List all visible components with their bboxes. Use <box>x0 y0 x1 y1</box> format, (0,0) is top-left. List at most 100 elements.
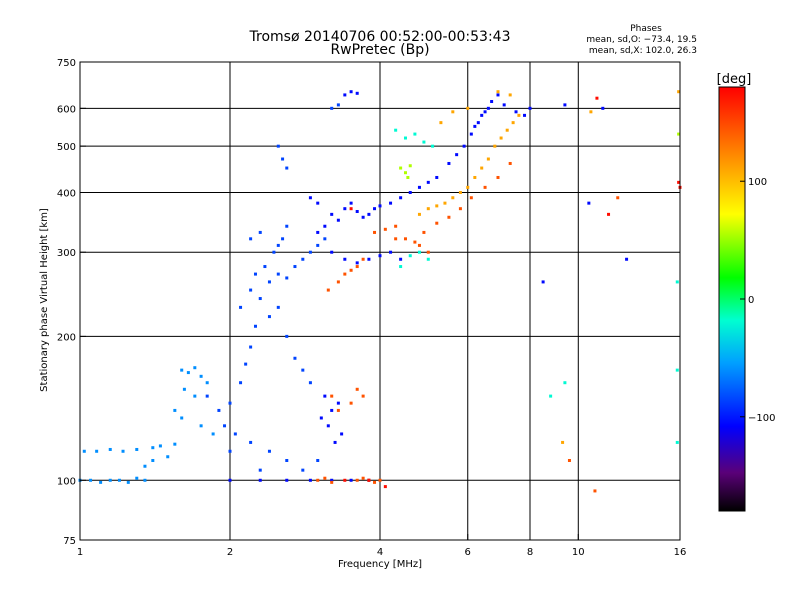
data-point <box>378 254 382 258</box>
data-point <box>502 103 506 107</box>
data-point <box>249 440 253 444</box>
data-point <box>276 144 280 148</box>
data-point <box>253 324 257 328</box>
data-point <box>567 458 571 462</box>
data-point <box>549 394 553 398</box>
data-point <box>394 237 398 241</box>
data-point <box>462 144 466 148</box>
data-point <box>267 280 271 284</box>
data-point <box>435 221 439 225</box>
data-point <box>508 161 512 165</box>
data-point <box>431 144 435 148</box>
data-point <box>361 257 365 261</box>
data-point <box>677 180 681 184</box>
data-point <box>316 478 320 482</box>
data-point <box>480 166 484 170</box>
data-point <box>677 90 681 94</box>
data-point <box>523 113 527 117</box>
data-point <box>336 218 340 222</box>
data-point <box>486 157 490 161</box>
data-point <box>563 381 567 385</box>
data-point <box>323 237 327 241</box>
data-point <box>417 243 421 247</box>
data-point <box>199 374 203 378</box>
data-point <box>355 478 359 482</box>
data-point <box>499 136 503 140</box>
data-point <box>340 432 344 436</box>
data-point <box>493 144 497 148</box>
data-point <box>249 237 253 241</box>
data-point <box>426 180 430 184</box>
data-point <box>186 371 190 375</box>
data-point <box>677 132 681 136</box>
data-point <box>244 362 248 366</box>
data-point <box>263 265 267 269</box>
data-point <box>426 250 430 254</box>
data-point <box>451 196 455 200</box>
data-point <box>330 408 334 412</box>
data-point <box>399 257 403 261</box>
data-point <box>143 464 147 468</box>
data-point <box>403 136 407 140</box>
data-point <box>355 210 359 214</box>
data-point <box>301 257 305 261</box>
data-point <box>413 240 417 244</box>
data-point <box>343 257 347 261</box>
data-point <box>451 110 455 114</box>
x-tick-label: 6 <box>465 547 471 558</box>
data-point <box>349 207 353 211</box>
data-point <box>473 124 477 128</box>
data-point <box>508 93 512 97</box>
data-point <box>349 478 353 482</box>
data-point <box>228 401 232 405</box>
data-point <box>367 478 371 482</box>
y-tick-label: 100 <box>57 476 76 487</box>
y-tick-label: 200 <box>57 332 76 343</box>
y-tick-label: 600 <box>57 104 76 115</box>
data-point <box>336 408 340 412</box>
data-point <box>180 416 184 420</box>
data-point <box>308 196 312 200</box>
data-point <box>349 90 353 94</box>
data-point <box>193 366 197 370</box>
data-point <box>486 106 490 110</box>
data-point <box>483 185 487 189</box>
data-point <box>607 212 611 216</box>
data-point <box>426 207 430 211</box>
chart-subtitle: RwPretec (Bp) <box>330 42 429 58</box>
data-point <box>330 394 334 398</box>
data-point <box>417 212 421 216</box>
data-point <box>239 305 243 309</box>
data-point <box>336 401 340 405</box>
data-point <box>473 175 477 179</box>
data-point <box>394 128 398 132</box>
data-point <box>373 480 377 484</box>
x-axis-ticks: 1 2 4 6 8 10 16 <box>77 534 686 558</box>
data-point <box>417 250 421 254</box>
data-point <box>406 175 410 179</box>
data-point <box>355 387 359 391</box>
data-point <box>285 458 289 462</box>
data-point <box>361 394 365 398</box>
data-point <box>355 261 359 265</box>
data-point <box>349 268 353 272</box>
data-point <box>285 334 289 338</box>
data-point <box>399 166 403 170</box>
phase-stats-o: mean, sd,O: −73.4, 19.5 <box>586 35 697 45</box>
data-point <box>378 478 382 482</box>
data-point <box>267 315 271 319</box>
data-point <box>330 480 334 484</box>
data-point <box>258 478 262 482</box>
data-point <box>403 171 407 175</box>
data-point <box>316 201 320 205</box>
colorbar-tick-label: 100 <box>748 177 767 188</box>
data-point <box>355 265 359 269</box>
data-point <box>378 204 382 208</box>
data-point <box>233 432 237 436</box>
data-point <box>173 442 177 446</box>
data-point <box>293 356 297 360</box>
data-point <box>373 207 377 211</box>
data-point <box>308 250 312 254</box>
data-point <box>439 121 443 125</box>
